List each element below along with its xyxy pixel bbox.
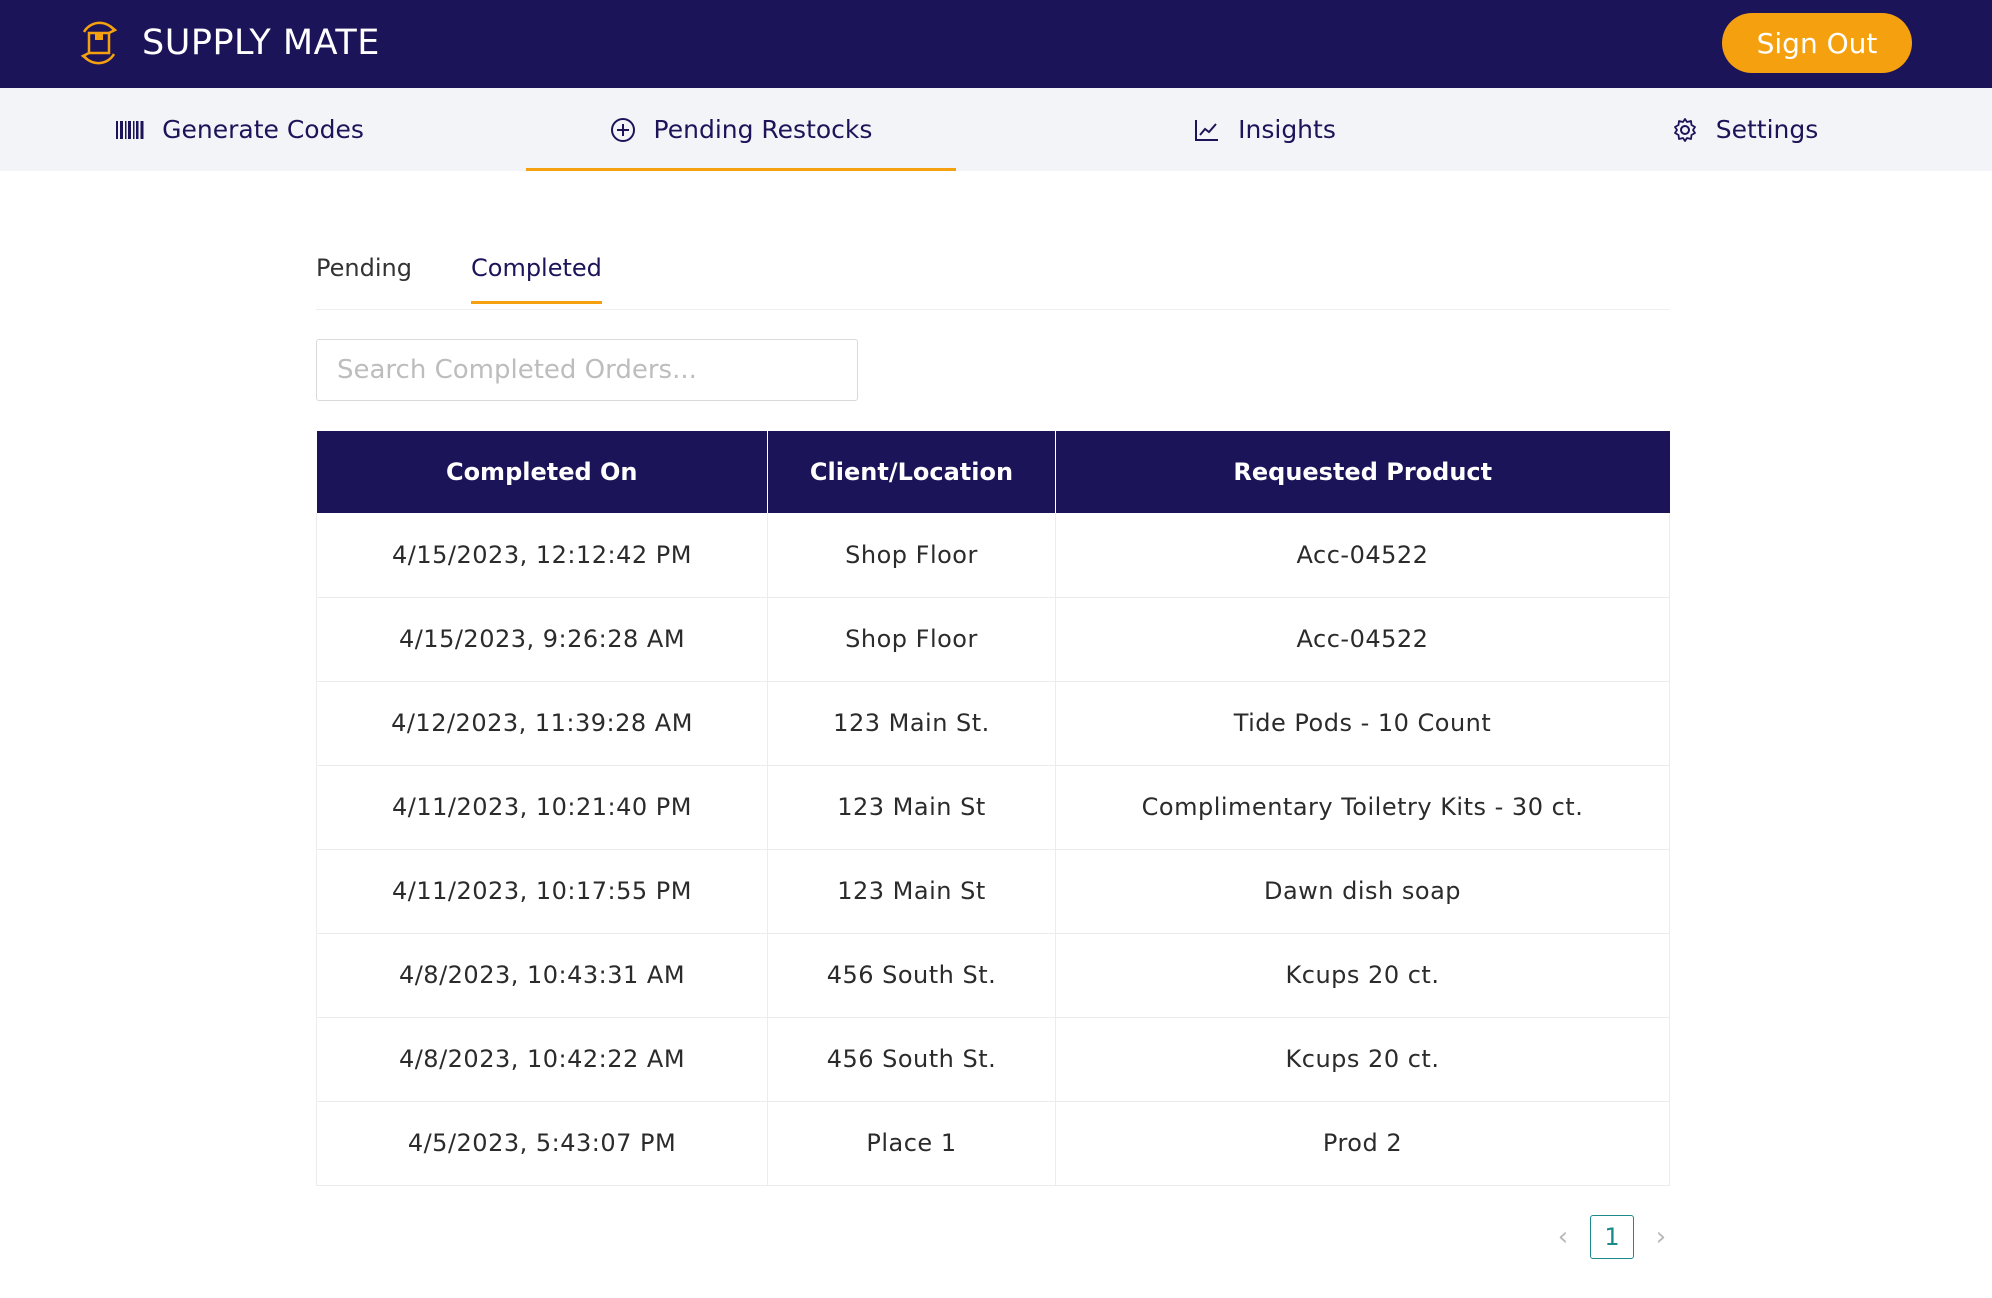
- completed-on-cell: 4/5/2023, 5:43:07 PM: [316, 1101, 768, 1186]
- nav-label: Pending Restocks: [653, 115, 873, 144]
- requested-product-cell: Kcups 20 ct.: [1055, 933, 1670, 1018]
- completed-on-cell: 4/8/2023, 10:42:22 AM: [316, 1017, 768, 1102]
- client-location-cell: 123 Main St.: [767, 681, 1056, 766]
- top-header: SUPPLY MATE Sign Out: [0, 0, 1992, 88]
- completed-on-cell: 4/11/2023, 10:17:55 PM: [316, 849, 768, 934]
- completed-orders-table: Completed On Client/Location Requested P…: [316, 431, 1670, 1186]
- requested-product-cell: Kcups 20 ct.: [1055, 1017, 1670, 1102]
- nav-generate-codes[interactable]: Generate Codes: [110, 88, 370, 171]
- main-nav: Generate Codes Pending Restocks Insights: [0, 88, 1992, 171]
- nav-insights[interactable]: Insights: [1160, 88, 1370, 171]
- table-header-row: Completed On Client/Location Requested P…: [316, 431, 1670, 513]
- client-location-cell: 123 Main St: [767, 849, 1056, 934]
- plus-circle-icon: [610, 117, 636, 143]
- order-status-tabs: Pending Completed: [316, 232, 1669, 310]
- table-row[interactable]: 4/15/2023, 9:26:28 AM Shop Floor Acc-045…: [316, 597, 1670, 682]
- nav-settings[interactable]: Settings: [1660, 88, 1830, 171]
- client-location-cell: 123 Main St: [767, 765, 1056, 850]
- completed-on-cell: 4/15/2023, 12:12:42 PM: [316, 513, 768, 598]
- nav-label: Insights: [1238, 115, 1336, 144]
- barcode-icon: [116, 120, 144, 140]
- column-header-client-location[interactable]: Client/Location: [767, 431, 1056, 513]
- box-cycle-icon: [80, 21, 118, 65]
- client-location-cell: Shop Floor: [767, 597, 1056, 682]
- table-row[interactable]: 4/11/2023, 10:17:55 PM 123 Main St Dawn …: [316, 849, 1670, 934]
- requested-product-cell: Dawn dish soap: [1055, 849, 1670, 934]
- gear-icon: [1672, 117, 1698, 143]
- client-location-cell: 456 South St.: [767, 933, 1056, 1018]
- client-location-cell: 456 South St.: [767, 1017, 1056, 1102]
- chevron-right-icon[interactable]: ›: [1655, 1222, 1667, 1252]
- table-row[interactable]: 4/8/2023, 10:43:31 AM 456 South St. Kcup…: [316, 933, 1670, 1018]
- requested-product-cell: Complimentary Toiletry Kits - 30 ct.: [1055, 765, 1670, 850]
- table-row[interactable]: 4/15/2023, 12:12:42 PM Shop Floor Acc-04…: [316, 513, 1670, 598]
- table-row[interactable]: 4/11/2023, 10:21:40 PM 123 Main St Compl…: [316, 765, 1670, 850]
- requested-product-cell: Prod 2: [1055, 1101, 1670, 1186]
- line-chart-icon: [1194, 118, 1220, 142]
- completed-on-cell: 4/12/2023, 11:39:28 AM: [316, 681, 768, 766]
- nav-label: Settings: [1715, 115, 1819, 144]
- table-row[interactable]: 4/5/2023, 5:43:07 PM Place 1 Prod 2: [316, 1101, 1670, 1186]
- tab-completed[interactable]: Completed: [471, 254, 602, 304]
- app-name: SUPPLY MATE: [142, 23, 380, 63]
- client-location-cell: Place 1: [767, 1101, 1056, 1186]
- requested-product-cell: Acc-04522: [1055, 597, 1670, 682]
- sign-out-button[interactable]: Sign Out: [1722, 13, 1912, 73]
- completed-on-cell: 4/15/2023, 9:26:28 AM: [316, 597, 768, 682]
- nav-label: Generate Codes: [162, 115, 364, 144]
- requested-product-cell: Tide Pods - 10 Count: [1055, 681, 1670, 766]
- chevron-left-icon[interactable]: ‹: [1557, 1222, 1569, 1252]
- requested-product-cell: Acc-04522: [1055, 513, 1670, 598]
- nav-pending-restocks[interactable]: Pending Restocks: [526, 88, 956, 171]
- pagination: ‹ 1 ›: [1548, 1215, 1676, 1259]
- column-header-completed-on[interactable]: Completed On: [316, 431, 768, 513]
- column-header-requested-product[interactable]: Requested Product: [1055, 431, 1670, 513]
- tab-pending[interactable]: Pending: [316, 254, 412, 282]
- completed-on-cell: 4/11/2023, 10:21:40 PM: [316, 765, 768, 850]
- search-completed-orders-input[interactable]: [316, 339, 858, 401]
- client-location-cell: Shop Floor: [767, 513, 1056, 598]
- table-row[interactable]: 4/12/2023, 11:39:28 AM 123 Main St. Tide…: [316, 681, 1670, 766]
- page-number-button[interactable]: 1: [1590, 1215, 1634, 1259]
- table-row[interactable]: 4/8/2023, 10:42:22 AM 456 South St. Kcup…: [316, 1017, 1670, 1102]
- completed-on-cell: 4/8/2023, 10:43:31 AM: [316, 933, 768, 1018]
- brand[interactable]: SUPPLY MATE: [74, 18, 380, 68]
